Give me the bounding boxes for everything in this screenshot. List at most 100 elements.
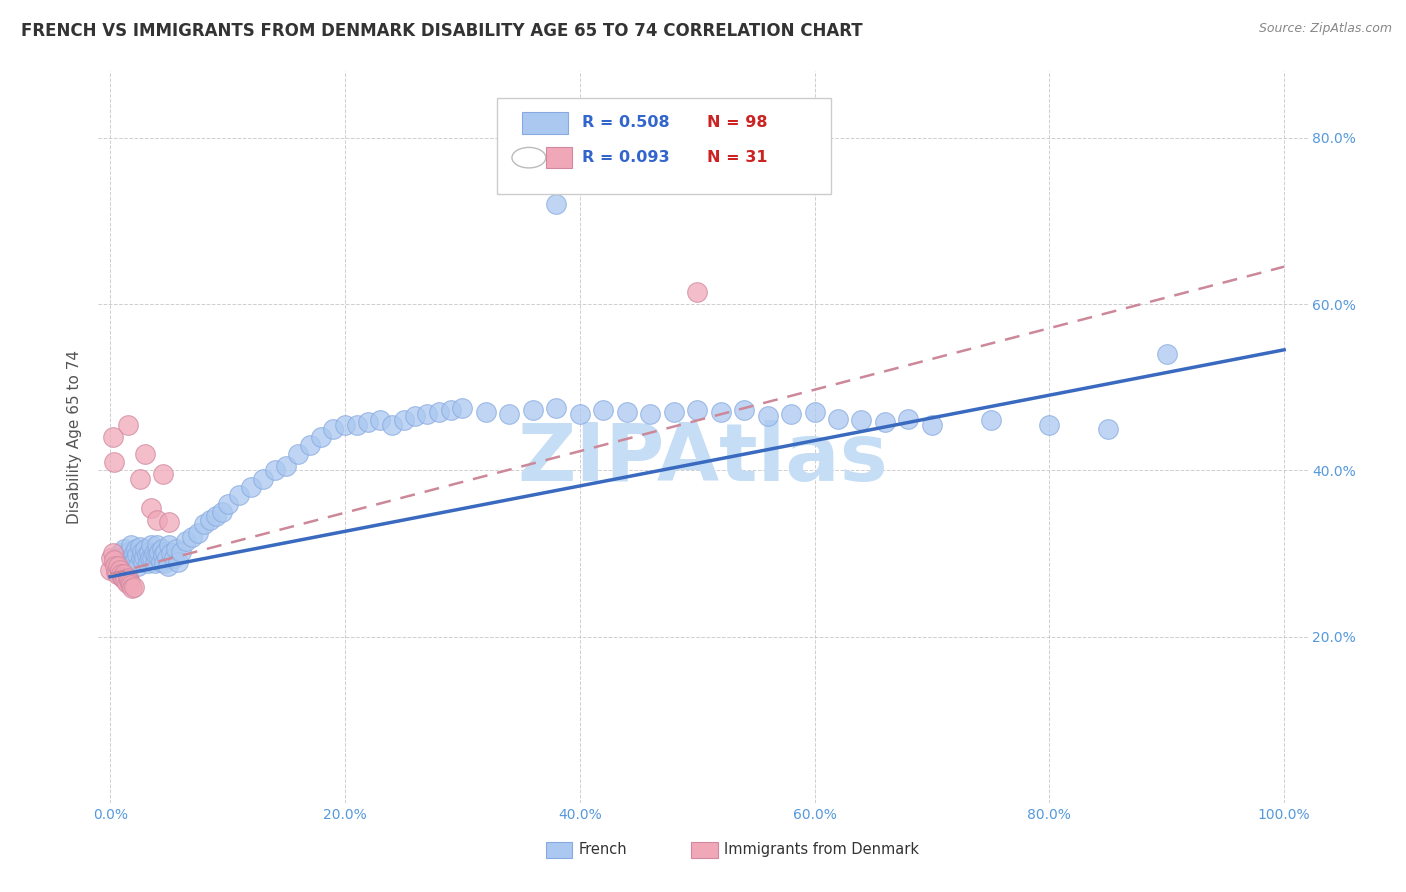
Point [101,430,124,444]
Point [101,546,124,560]
Point [921,417,943,432]
Point [105,567,128,582]
Point [134,549,156,564]
Point [851,413,873,427]
Point [187,525,209,540]
Text: Source: ZipAtlas.com: Source: ZipAtlas.com [1258,22,1392,36]
Point [211,505,233,519]
Point [117,557,139,571]
Point [333,417,356,432]
Point [138,545,160,559]
Point [176,533,198,548]
Point [121,582,143,596]
Point [114,573,136,587]
Point [112,567,135,582]
Bar [522,112,568,134]
Text: R = 0.093: R = 0.093 [582,150,669,165]
Point [118,573,141,587]
Point [152,467,174,482]
Text: N = 98: N = 98 [707,115,768,130]
Point [157,538,180,552]
Circle shape [512,147,546,168]
Point [155,545,177,559]
Point [111,570,134,584]
Bar [546,147,572,168]
Point [240,480,263,494]
Point [475,405,498,419]
Text: ZIPAtlas: ZIPAtlas [517,420,889,498]
Y-axis label: Disability Age 65 to 74: Disability Age 65 to 74 [67,350,83,524]
Point [217,497,239,511]
Point [169,545,191,559]
Point [451,401,474,415]
Bar [546,841,572,858]
Point [156,558,179,573]
Point [122,546,145,560]
FancyBboxPatch shape [498,98,831,194]
Point [117,571,139,585]
Point [1097,422,1119,436]
Bar [690,841,717,858]
Point [134,447,156,461]
Point [141,500,163,515]
Point [686,403,709,417]
Point [1038,417,1060,432]
Point [152,548,174,562]
Point [139,550,162,565]
Text: FRENCH VS IMMIGRANTS FROM DENMARK DISABILITY AGE 65 TO 74 CORRELATION CHART: FRENCH VS IMMIGRANTS FROM DENMARK DISABI… [21,22,863,40]
Point [827,411,849,425]
Point [662,405,685,419]
Point [546,197,568,211]
Point [141,538,163,552]
Point [710,405,733,419]
Point [427,405,450,419]
Point [756,409,779,424]
Text: French: French [578,842,627,857]
Point [686,285,709,299]
Point [103,455,125,469]
Point [134,542,156,557]
Point [873,415,896,429]
Point [162,550,184,565]
Point [568,407,591,421]
Point [135,548,157,562]
Point [311,430,333,444]
Point [346,417,368,432]
Point [404,409,426,424]
Point [111,553,134,567]
Point [132,555,155,569]
Point [155,550,177,565]
Point [127,558,149,573]
Point [104,558,127,573]
Point [146,538,169,552]
Point [115,575,138,590]
Point [131,545,153,559]
Point [167,555,190,569]
Point [980,413,1002,427]
Point [118,545,141,559]
Point [198,513,221,527]
Point [287,447,309,461]
Point [120,538,142,552]
Point [112,542,135,557]
Point [150,542,173,557]
Point [165,542,187,557]
Point [803,405,825,419]
Point [103,553,125,567]
Point [897,411,920,425]
Point [616,405,638,419]
Text: Immigrants from Denmark: Immigrants from Denmark [724,842,918,857]
Point [114,548,136,562]
Point [522,403,544,417]
Point [381,417,404,432]
Point [145,548,167,562]
Point [125,542,148,557]
Point [193,517,215,532]
Point [110,567,132,582]
Point [146,513,169,527]
Point [252,472,274,486]
Text: N = 31: N = 31 [707,150,768,165]
Point [128,472,150,486]
Point [149,555,172,569]
Point [157,515,180,529]
